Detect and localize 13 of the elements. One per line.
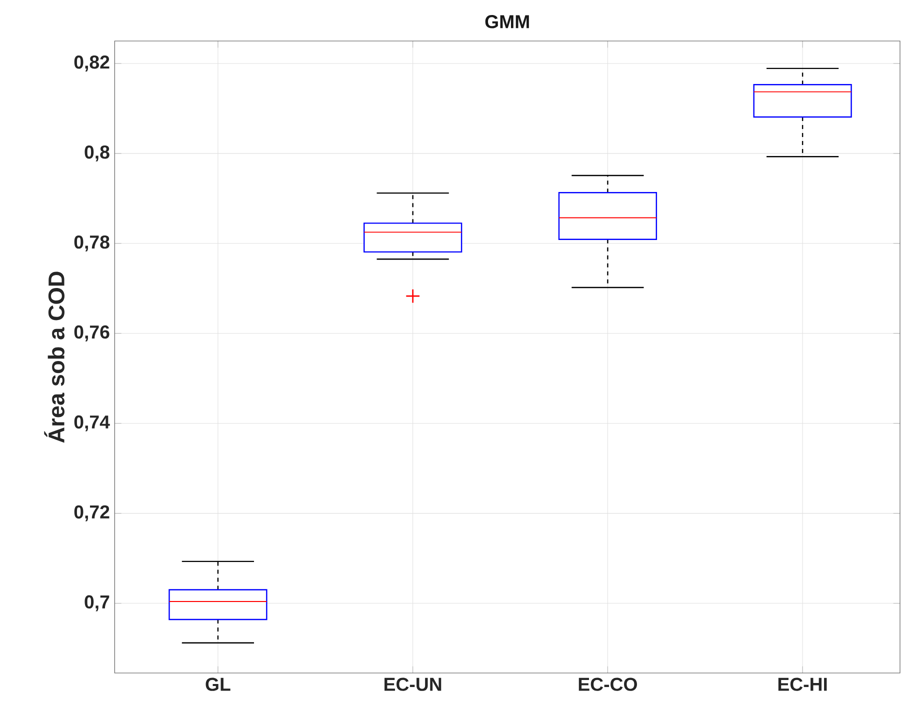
x-tick-label: EC-UN: [384, 678, 442, 691]
y-tick-label: 0,72: [74, 505, 110, 522]
y-tick-label: 0,76: [74, 325, 110, 342]
x-tick-label: GL: [206, 678, 230, 691]
y-tick-label: 0,82: [74, 56, 110, 72]
x-tick-label: EC-CO: [578, 678, 637, 691]
y-tick-label: 0,74: [74, 415, 110, 432]
y-tick-label: 0,8: [84, 145, 110, 162]
y-tick-label: 0,7: [84, 595, 110, 612]
chart-title: GMM: [485, 15, 529, 28]
y-tick-label: 0,78: [74, 235, 110, 252]
y-axis-title: Área sob a COD: [44, 272, 64, 443]
x-tick-label: EC-HI: [778, 678, 827, 691]
